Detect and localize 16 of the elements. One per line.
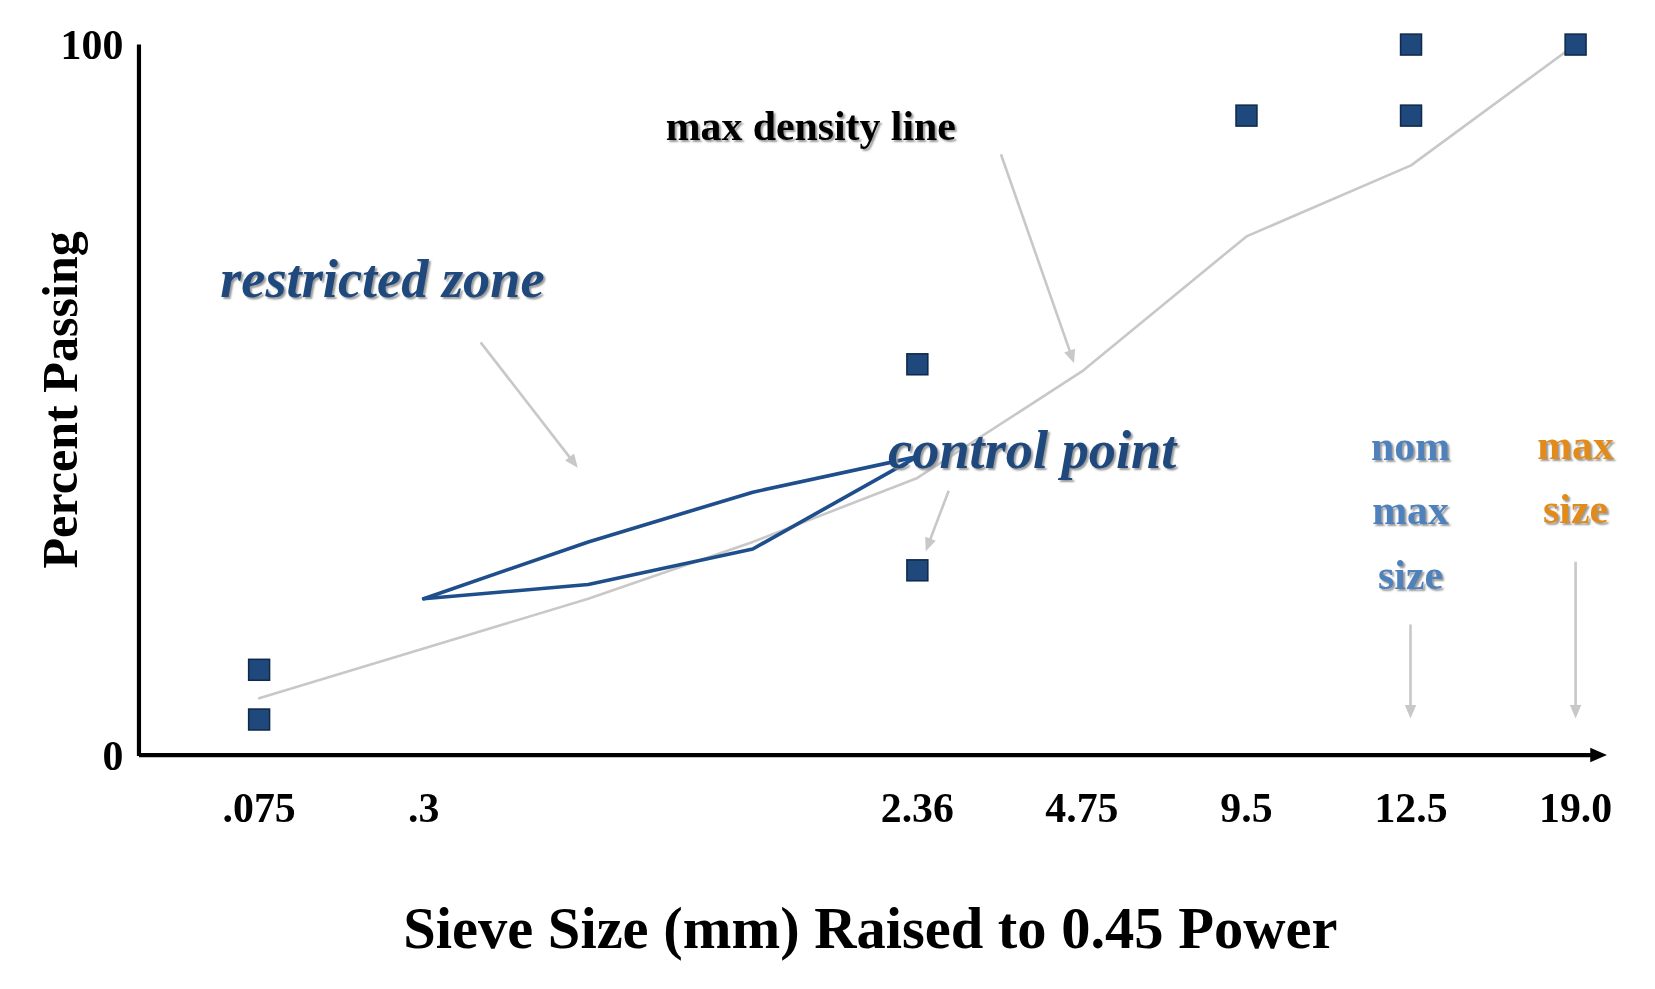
annotation: nom max size <box>1371 422 1451 599</box>
x-axis-title: Sieve Size (mm) Raised to 0.45 Power <box>403 896 1338 962</box>
x-tick-label: 2.36 <box>880 785 954 832</box>
annotation: max size <box>1537 421 1614 533</box>
y-tick-label: 100 <box>60 22 124 69</box>
x-tick-label: 12.5 <box>1374 785 1448 832</box>
x-tick-label: 9.5 <box>1220 785 1273 832</box>
annotation: control point <box>888 419 1179 480</box>
x-tick-label: .075 <box>222 785 296 832</box>
x-tick-label: 19.0 <box>1539 785 1613 832</box>
y-tick-label: 0 <box>102 732 124 779</box>
annotation: restricted zone <box>220 249 545 310</box>
x-tick-label: .3 <box>408 785 440 832</box>
y-axis-title: Percent Passing <box>32 231 89 569</box>
annotation: max density line <box>665 102 956 149</box>
x-tick-label: 4.75 <box>1045 785 1119 832</box>
